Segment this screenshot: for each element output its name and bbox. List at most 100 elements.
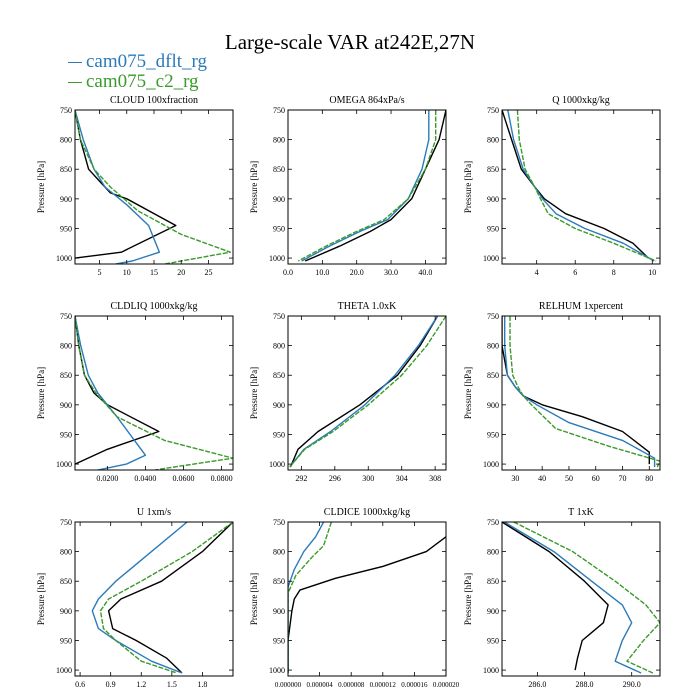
legend-label-dflt: cam075_dflt_rg: [86, 51, 208, 72]
x-tick-label: 10.0: [315, 268, 329, 277]
series-line-reference: [502, 110, 649, 259]
subplot-title: U 1xm/s: [137, 507, 171, 518]
x-tick-label: 288.0: [576, 680, 594, 689]
y-tick-label: 900: [487, 607, 499, 616]
y-tick-label: 1000: [269, 460, 285, 469]
y-tick-label: 800: [60, 136, 72, 145]
y-tick-label: 850: [60, 577, 72, 586]
series-line-dflt: [504, 522, 642, 674]
y-tick-label: 1000: [269, 254, 285, 263]
subplot-7: U 1xm/s Pressure [hPa] 750 800 850 900 950 1000…: [36, 507, 234, 689]
plot-frame: [74, 521, 234, 677]
subplot-title: CLOUD 100xfraction: [110, 95, 198, 106]
y-tick-label: 850: [273, 577, 285, 586]
y-tick-label: 900: [487, 401, 499, 410]
y-tick-label: 800: [273, 342, 285, 351]
x-tick-label: 70: [619, 474, 627, 483]
series-line-dflt: [91, 522, 188, 674]
subplot-title: THETA 1.0xK: [338, 301, 397, 312]
x-tick-label: 0.000008: [338, 681, 365, 689]
x-tick-label: 308: [429, 474, 441, 483]
subplot-1: CLOUD 100xfraction Pressure [hPa] 750 800 85…: [36, 95, 234, 277]
x-tick-label: 1.5: [167, 680, 177, 689]
series-line-reference: [107, 522, 233, 674]
y-axis-label: Pressure [hPa]: [249, 161, 259, 213]
x-tick-label: 300: [362, 474, 374, 483]
y-tick-label: 950: [487, 224, 499, 233]
y-tick-label: 750: [273, 106, 285, 115]
series-line-c2: [516, 110, 657, 262]
x-tick-label: 0.0200: [96, 474, 118, 483]
series-line-c2: [289, 316, 446, 468]
series-line-reference: [502, 316, 650, 465]
x-tick-label: 0.000004: [306, 681, 333, 689]
y-axis-label: Pressure [hPa]: [36, 573, 46, 625]
y-tick-label: 800: [487, 342, 499, 351]
y-tick-label: 850: [487, 577, 499, 586]
x-tick-label: 292: [295, 474, 307, 483]
subplot-title: T 1xK: [568, 507, 594, 518]
plot-frame: [501, 315, 661, 471]
series-line-c2: [297, 110, 437, 262]
x-tick-label: 15: [150, 268, 158, 277]
subplot-8: CLDICE 1000xkg/kg Pressure [hPa] 750 800 850…: [249, 507, 460, 689]
x-tick-label: 286.0: [528, 680, 546, 689]
y-tick-label: 950: [487, 430, 499, 439]
y-tick-label: 900: [60, 401, 72, 410]
x-tick-label: 0.000000: [275, 681, 302, 689]
y-axis-label: Pressure [hPa]: [463, 161, 473, 213]
y-tick-label: 750: [60, 518, 72, 527]
x-tick-label: 0.0: [283, 268, 293, 277]
y-tick-label: 850: [273, 165, 285, 174]
x-tick-label: 4: [535, 268, 539, 277]
y-tick-label: 800: [60, 342, 72, 351]
subplot-4: CLDLIQ 1000xkg/kg Pressure [hPa] 750 800 850…: [36, 301, 234, 483]
y-tick-label: 850: [60, 371, 72, 380]
plot-frame: [74, 109, 234, 265]
legend-swatch-c2: [68, 81, 82, 83]
series-line-dflt: [301, 110, 430, 262]
y-tick-label: 800: [273, 136, 285, 145]
subplot-title: OMEGA 864xPa/s: [329, 95, 404, 106]
x-tick-label: 20.0: [350, 268, 364, 277]
y-tick-label: 1000: [483, 666, 499, 675]
y-tick-label: 750: [60, 312, 72, 321]
subplot-title: RELHUM 1xpercent: [539, 301, 623, 312]
y-tick-label: 800: [273, 548, 285, 557]
x-tick-label: 0.000012: [370, 681, 397, 689]
y-tick-label: 750: [487, 312, 499, 321]
y-tick-label: 1000: [56, 254, 72, 263]
series-line-dflt: [75, 316, 147, 470]
y-tick-label: 850: [487, 371, 499, 380]
y-tick-label: 950: [487, 636, 499, 645]
series-line-c2: [75, 110, 232, 264]
y-tick-label: 950: [60, 430, 72, 439]
x-tick-label: 60: [592, 474, 600, 483]
x-tick-label: 8: [612, 268, 616, 277]
y-tick-label: 900: [60, 195, 72, 204]
plot-frame: [501, 521, 661, 677]
subplot-2: OMEGA 864xPa/s Pressure [hPa] 750 800 850 900…: [249, 95, 447, 277]
legend-entry-c2: cam075_c2_rg: [68, 72, 288, 92]
y-tick-label: 900: [487, 195, 499, 204]
x-tick-label: 304: [396, 474, 408, 483]
series-line-dflt: [504, 316, 656, 467]
x-tick-label: 0.0600: [173, 474, 195, 483]
legend-swatch-dflt: [68, 61, 82, 63]
subplot-title: CLDICE 1000xkg/kg: [324, 507, 410, 518]
x-tick-label: 40.0: [418, 268, 432, 277]
y-tick-label: 900: [273, 607, 285, 616]
x-tick-label: 0.9: [106, 680, 116, 689]
y-tick-label: 750: [273, 518, 285, 527]
legend-label-c2: cam075_c2_rg: [86, 71, 199, 92]
series-line-reference: [288, 536, 446, 673]
x-tick-label: 80: [645, 474, 653, 483]
y-tick-label: 750: [487, 518, 499, 527]
plot-frame: [74, 315, 234, 471]
series-line-reference: [75, 316, 160, 465]
x-tick-label: 6: [573, 268, 577, 277]
series-line-dflt: [507, 110, 655, 262]
x-tick-label: 296: [329, 474, 341, 483]
series-line-dflt: [75, 110, 161, 264]
